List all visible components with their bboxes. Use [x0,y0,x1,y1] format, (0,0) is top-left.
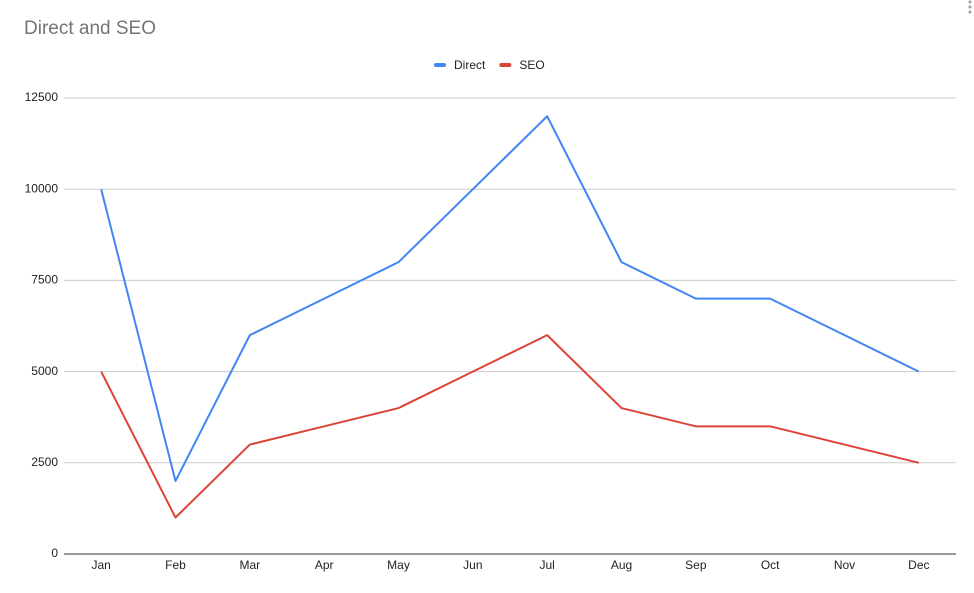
chart-title: Direct and SEO [24,18,156,39]
menu-icon[interactable] [968,0,972,14]
y-tick-label: 0 [51,546,58,560]
x-tick-label: Feb [165,558,186,572]
y-tick-label: 12500 [25,90,59,104]
x-tick-label: Jan [91,558,110,572]
series-line [100,334,920,519]
legend-label: Direct [454,58,486,72]
y-tick-label: 2500 [31,455,58,469]
legend-swatch [434,63,446,67]
y-tick-label: 7500 [31,273,58,287]
series-line [100,115,920,483]
x-tick-label: Oct [761,558,780,572]
y-tick-label: 5000 [31,364,58,378]
x-tick-label: Nov [834,558,855,572]
x-tick-label: Jun [463,558,482,572]
legend-label: SEO [519,58,544,72]
x-tick-label: Apr [315,558,334,572]
legend-swatch [499,63,512,67]
x-tick-label: Dec [908,558,929,572]
x-tick-label: May [387,558,410,572]
x-tick-label: Sep [685,558,707,572]
y-tick-label: 10000 [25,181,59,195]
x-tick-label: Aug [611,558,632,572]
x-tick-label: Mar [239,558,260,572]
x-tick-label: Jul [539,558,554,572]
